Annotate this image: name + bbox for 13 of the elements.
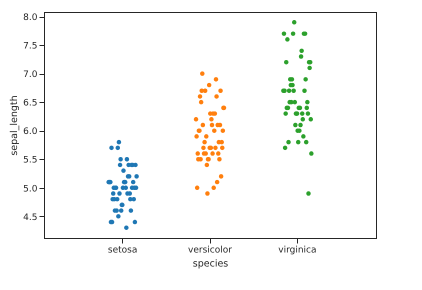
y-tick-label: 7.0 (23, 70, 38, 80)
y-axis-title: sepal_length (9, 95, 20, 156)
y-tick-label: 4.5 (23, 212, 38, 223)
x-tick-label: virginica (278, 246, 316, 256)
x-tick-label: setosa (108, 246, 138, 256)
y-tick-label: 8.0 (23, 13, 38, 24)
x-tick-label: versicolor (188, 246, 232, 256)
y-tick-label: 5.5 (23, 156, 38, 166)
y-tick-label: 5.0 (23, 184, 38, 194)
y-tick-label: 6.5 (23, 98, 38, 109)
y-tick-label: 6.0 (23, 127, 38, 138)
x-axis-title: species (192, 258, 228, 270)
y-tick-label: 7.5 (23, 42, 38, 52)
